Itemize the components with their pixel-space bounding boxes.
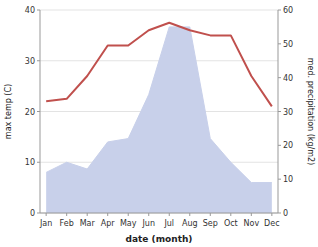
y-tick-label: 10 — [25, 158, 35, 167]
x-tick-label: Nov — [244, 219, 260, 228]
y2-tick — [278, 10, 281, 11]
x-tick-label: Feb — [60, 219, 74, 228]
y-axis-title: max temp (C) — [4, 84, 13, 139]
y-tick — [37, 60, 40, 61]
y2-tick — [278, 179, 281, 180]
x-tick — [189, 213, 190, 216]
x-tick-label: Jul — [163, 219, 174, 228]
x-tick-label: Mar — [80, 219, 96, 228]
line-series — [46, 23, 272, 107]
y-tick — [37, 111, 40, 112]
x-tick-label: Oct — [224, 219, 238, 228]
x-tick — [107, 213, 108, 216]
x-tick — [169, 213, 170, 216]
x-tick — [230, 213, 231, 216]
x-tick — [251, 213, 252, 216]
x-tick-label: Sep — [203, 219, 218, 228]
x-tick — [128, 213, 129, 216]
x-tick-label: Apr — [101, 219, 116, 228]
x-tick-label: Jan — [39, 219, 52, 228]
y-tick — [37, 162, 40, 163]
x-tick-label: Dec — [264, 219, 279, 228]
y2-tick-label: 40 — [283, 74, 293, 83]
x-tick — [210, 213, 211, 216]
x-tick — [87, 213, 88, 216]
x-tick-label: Jun — [141, 219, 155, 228]
y2-tick-label: 0 — [283, 209, 288, 218]
plot-marks — [46, 23, 272, 213]
x-tick — [66, 213, 67, 216]
y2-tick-label: 50 — [283, 40, 293, 49]
y2-tick — [278, 145, 281, 146]
grid-line — [40, 213, 278, 214]
y-tick-label: 20 — [25, 108, 35, 117]
y2-tick — [278, 77, 281, 78]
y2-tick — [278, 43, 281, 44]
y2-tick — [278, 111, 281, 112]
x-tick-label: May — [120, 219, 137, 228]
x-tick — [46, 213, 47, 216]
area-fill — [46, 27, 272, 213]
grid-line — [40, 10, 278, 11]
y-tick-label: 40 — [25, 6, 35, 15]
y-tick — [37, 10, 40, 11]
x-axis-title: date (month) — [126, 234, 193, 244]
x-tick — [271, 213, 272, 216]
y-tick — [37, 213, 40, 214]
y2-axis-title: med. precipitation (kg/m2) — [306, 58, 315, 165]
y2-tick-label: 20 — [283, 141, 293, 150]
y2-tick-label: 30 — [283, 108, 293, 117]
x-tick-label: Aug — [182, 219, 198, 228]
y2-tick-label: 10 — [283, 175, 293, 184]
x-axis-line — [40, 213, 278, 214]
y2-tick — [278, 213, 281, 214]
y2-tick-label: 60 — [283, 6, 293, 15]
x-tick — [148, 213, 149, 216]
y-tick-label: 30 — [25, 57, 35, 66]
y-tick-label: 0 — [30, 209, 35, 218]
